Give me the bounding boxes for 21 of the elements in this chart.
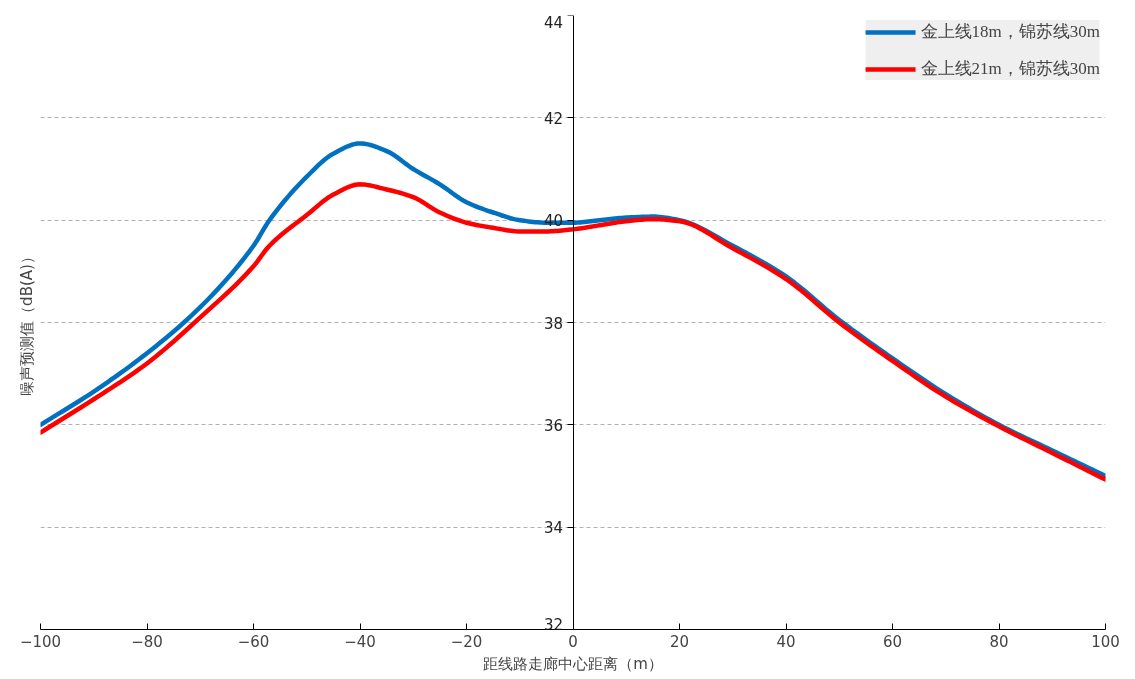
- y-tick-label: 44: [543, 13, 564, 32]
- legend-label: 金上线18m，锦苏线30m: [920, 21, 1100, 43]
- x-tick-label: −40: [344, 632, 376, 651]
- x-tick-label: −80: [131, 632, 163, 651]
- x-tick-label: 20: [669, 632, 690, 651]
- y-tick-label: 42: [543, 109, 564, 128]
- x-tick-label: −100: [19, 632, 62, 651]
- y-axis-title: 噪声预测值（dB(A)）: [17, 249, 36, 396]
- x-axis-title: 距线路走廊中心距离（m）: [483, 654, 663, 673]
- y-tick-label: 34: [543, 519, 564, 538]
- x-tick-label: −60: [237, 632, 270, 651]
- y-tick-label: 36: [543, 416, 564, 435]
- legend-label: 金上线21m，锦苏线30m: [920, 58, 1100, 80]
- x-tick-label: −20: [450, 632, 483, 651]
- x-tick-label: 100: [1091, 632, 1120, 651]
- x-tick-label: 60: [882, 632, 903, 651]
- x-tick-label: 40: [776, 632, 796, 651]
- x-tick-label: 80: [989, 632, 1009, 651]
- x-tick-label: 0: [568, 632, 578, 651]
- y-tick-label: 38: [543, 314, 564, 333]
- y-tick-label: 32: [543, 615, 564, 634]
